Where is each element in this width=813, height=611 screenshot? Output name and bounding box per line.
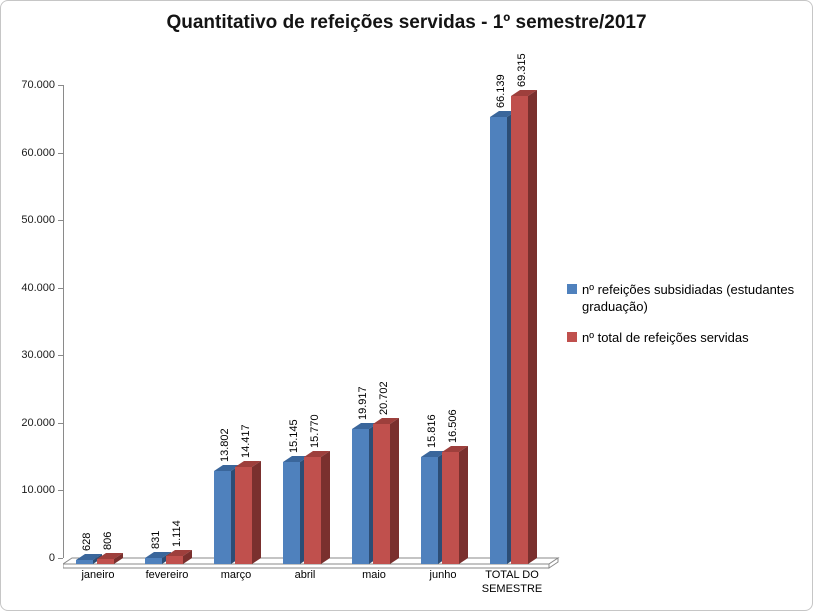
category-label: fevereiro	[145, 569, 189, 581]
bar-value-label: 66.139	[495, 74, 507, 108]
bar-value-label: 831	[150, 530, 162, 549]
legend-item-series2: nº total de refeições servidas	[567, 329, 812, 346]
bar-s2-c5	[442, 446, 468, 564]
bar-s2-c3	[304, 451, 330, 564]
bar-value-label: 628	[81, 532, 93, 551]
y-axis-tick-label: 0	[48, 552, 55, 564]
bar-value-label: 69.315	[516, 53, 528, 87]
y-axis-tick-label: 40.000	[21, 281, 55, 294]
y-axis-tick	[58, 287, 63, 289]
legend-series-label: nº total de refeições servidas	[582, 330, 749, 345]
y-axis-tick	[58, 85, 63, 86]
bar-value-label: 15.770	[309, 414, 321, 448]
y-axis-tick-label: 50.000	[21, 214, 55, 227]
y-axis-tick-label: 20.000	[21, 416, 55, 429]
bar-value-label: 16.506	[447, 409, 459, 443]
y-axis-tick-label: 30.000	[21, 349, 55, 362]
y-axis-tick-label: 70.000	[21, 79, 55, 91]
bar-value-label: 1.114	[171, 520, 183, 547]
bar-value-label: 19.917	[357, 386, 369, 420]
category-label: maio	[362, 569, 386, 581]
legend: nº refeições subsidiadas (estudantes gra…	[567, 281, 812, 360]
y-axis-line	[63, 85, 64, 558]
y-axis-tick	[58, 152, 63, 154]
y-axis-tick	[58, 422, 63, 424]
y-axis-tick	[58, 220, 63, 222]
bar-s2-c0	[97, 553, 123, 564]
bar-value-label: 15.816	[426, 414, 438, 448]
bar-value-label: 806	[102, 531, 114, 550]
bar-value-label: 15.145	[288, 419, 300, 453]
y-axis-tick	[58, 355, 63, 357]
bar-s2-c1	[166, 550, 192, 564]
category-label: abril	[294, 569, 316, 581]
chart-title: Quantitativo de refeições servidas - 1º …	[166, 12, 647, 33]
legend-series-label: nº refeições subsidiadas (estudantes gra…	[582, 282, 795, 314]
y-axis-tick	[58, 558, 63, 559]
category-label: janeiro	[81, 569, 115, 581]
bar-value-label: 13.802	[219, 428, 231, 462]
bar-value-label: 20.702	[378, 381, 390, 415]
bar-s2-c6	[511, 90, 537, 564]
bar-s2-c4	[373, 418, 399, 564]
legend-item-series1: nº refeições subsidiadas (estudantes gra…	[567, 281, 812, 315]
legend-color-swatch	[567, 284, 577, 294]
category-label: junho	[429, 569, 457, 581]
bar-s2-c2	[235, 461, 261, 564]
category-label: março	[220, 569, 252, 581]
bar-value-label: 14.417	[240, 424, 252, 458]
y-axis-tick-label: 60.000	[21, 146, 55, 159]
category-label: TOTAL DO SEMESTRE	[481, 569, 543, 595]
y-axis-tick	[58, 490, 63, 492]
y-axis-tick-label: 10.000	[21, 484, 55, 497]
legend-color-swatch	[567, 332, 577, 342]
